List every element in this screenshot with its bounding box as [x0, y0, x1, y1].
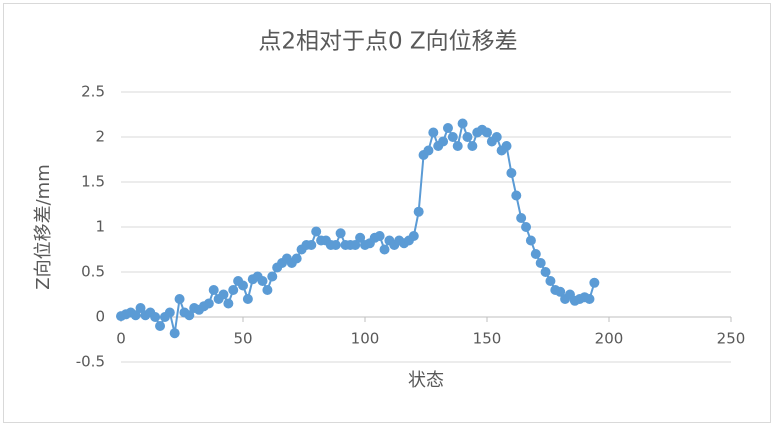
point: [242, 294, 253, 304]
point: [150, 312, 161, 322]
point: [589, 277, 600, 288]
y-tick-label: 0: [95, 308, 105, 326]
point: [203, 298, 214, 309]
point: [238, 280, 248, 291]
x-tick-label: 150: [473, 330, 502, 348]
point: [355, 232, 366, 243]
point: [516, 213, 527, 223]
point: [525, 235, 536, 246]
point: [530, 249, 541, 259]
chart-title: 点2相对于点0 Z向位移差: [258, 29, 517, 55]
point: [506, 168, 517, 178]
point: [535, 258, 546, 268]
point: [442, 123, 453, 133]
point: [208, 285, 219, 295]
point: [423, 145, 434, 156]
y-tick-label: 1.5: [81, 173, 105, 191]
point: [545, 276, 556, 286]
point: [267, 271, 278, 282]
y-axis-title: Z向位移差/mm: [33, 164, 54, 289]
point: [330, 240, 341, 250]
point: [462, 132, 473, 142]
point: [540, 267, 551, 277]
point: [501, 141, 512, 151]
point: [482, 127, 492, 138]
chart-border: [3, 3, 771, 423]
y-tick-label: -0.5: [76, 353, 105, 371]
point: [413, 206, 424, 217]
point: [335, 228, 346, 239]
point: [169, 328, 180, 339]
point: [467, 141, 478, 151]
x-tick-label: 200: [595, 330, 624, 348]
point: [164, 307, 175, 318]
point: [457, 118, 468, 129]
point: [223, 298, 234, 309]
x-tick-label: 100: [351, 330, 380, 348]
point: [584, 294, 595, 304]
point: [218, 289, 229, 300]
point: [174, 294, 185, 304]
point: [130, 310, 141, 321]
point: [257, 276, 268, 286]
y-tick-label: 0.5: [81, 263, 105, 281]
point: [447, 132, 458, 142]
x-tick-label: 0: [116, 330, 126, 348]
point: [262, 285, 273, 295]
point: [521, 222, 532, 232]
point: [511, 190, 522, 201]
y-tick-label: 1: [95, 218, 105, 236]
x-tick-label: 250: [717, 330, 746, 348]
point: [184, 310, 195, 321]
point: [291, 253, 302, 264]
point: [155, 321, 166, 331]
x-tick-label: 50: [233, 330, 252, 348]
point: [438, 136, 449, 147]
point: [228, 285, 239, 295]
point: [452, 141, 463, 151]
y-tick-label: 2: [95, 128, 105, 146]
y-tick-label: 2.5: [81, 83, 105, 101]
x-axis-title: 状态: [408, 370, 444, 391]
point: [306, 240, 317, 250]
point: [555, 286, 566, 297]
point: [379, 244, 390, 255]
point: [374, 231, 385, 241]
point: [491, 132, 502, 142]
point: [350, 240, 361, 250]
point: [311, 226, 322, 237]
point: [408, 231, 419, 241]
point: [135, 303, 146, 313]
point: [428, 127, 439, 138]
